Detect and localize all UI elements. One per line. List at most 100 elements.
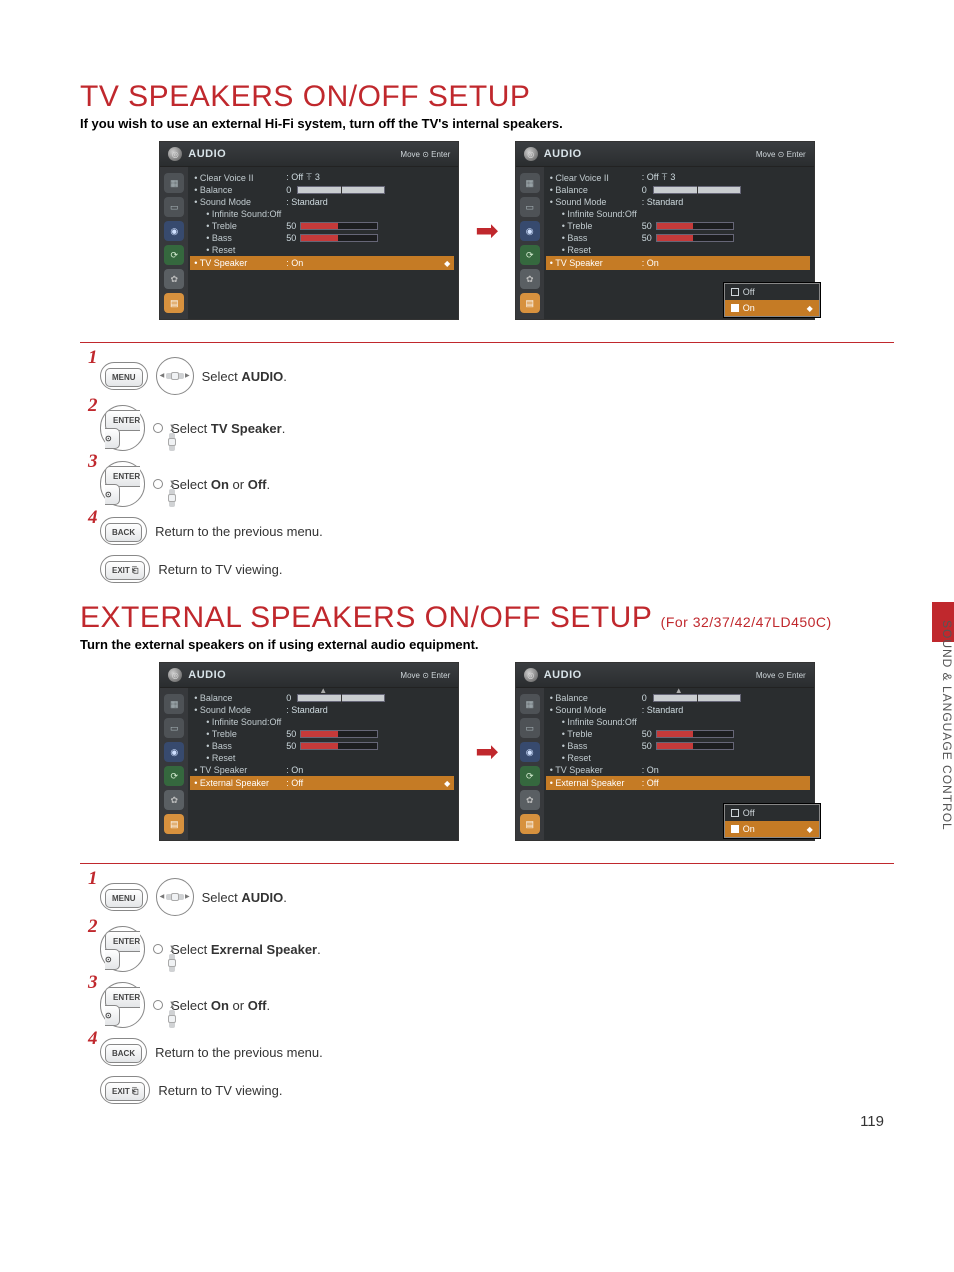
tab-icon: ▤ <box>520 814 540 834</box>
section1-steps: 1MENU◀▶Select AUDIO.2ENTER⊙▲▼Select TV S… <box>100 357 894 583</box>
osd-title: AUDIO <box>188 148 226 160</box>
osd-row: • Sound Mode: Standard <box>550 196 806 208</box>
osd-row: • Sound Mode: Standard <box>194 704 450 716</box>
osd-row: • Bass50 <box>550 232 806 244</box>
manual-page: TV SPEAKERS ON/OFF SETUP If you wish to … <box>0 0 954 1154</box>
osd-move-hint: Move ⊙ Enter <box>756 671 806 680</box>
instruction-step: 3ENTER⊙▲▼Select On or Off. <box>100 982 894 1028</box>
remote-button: ENTER⊙ <box>105 466 140 505</box>
osd-row: • Treble50 <box>194 220 450 232</box>
section1-subhead: If you wish to use an external Hi-Fi sys… <box>80 116 894 131</box>
dpad-icon: ◀▶ <box>161 362 189 390</box>
instruction-step: EXIT ⎗Return to TV viewing. <box>100 1076 894 1104</box>
osd-row: • TV Speaker: On◆ <box>190 256 454 270</box>
osd-title: AUDIO <box>544 669 582 681</box>
tab-icon: ⟳ <box>520 245 540 265</box>
remote-button: BACK <box>105 523 142 542</box>
step-text: Return to the previous menu. <box>155 1045 323 1060</box>
popup-option-off[interactable]: Off <box>725 805 819 821</box>
audio-icon: ◎ <box>168 147 182 161</box>
osd-row: • Treble50 <box>194 728 450 740</box>
remote-button: BACK <box>105 1044 142 1063</box>
tab-icon: ✿ <box>520 790 540 810</box>
osd-row: • Balance0 <box>550 692 806 704</box>
osd-row: • Treble50 <box>550 728 806 740</box>
instruction-step: 2ENTER⊙▲▼Select TV Speaker. <box>100 405 894 451</box>
step-text: Select On or Off. <box>171 477 270 492</box>
osd-row: • External Speaker: Off◆ <box>190 776 454 790</box>
tab-icon: ▦ <box>164 173 184 193</box>
tab-icon: ▤ <box>164 293 184 313</box>
audio-icon: ◎ <box>524 668 538 682</box>
instruction-step: 4BACKReturn to the previous menu. <box>100 1038 894 1066</box>
osd-move-hint: Move ⊙ Enter <box>756 150 806 159</box>
section2-subhead: Turn the external speakers on if using e… <box>80 637 894 652</box>
instruction-step: EXIT ⎗Return to TV viewing. <box>100 555 894 583</box>
tab-icon: ⟳ <box>164 766 184 786</box>
osd-row: • Bass50 <box>194 740 450 752</box>
tab-icon: ✿ <box>520 269 540 289</box>
tab-audio-icon: ◉ <box>164 221 184 241</box>
osd-row: • Clear Voice II: Off ꔉ 3 <box>194 171 450 184</box>
arrow-right-icon: ➡ <box>475 735 498 768</box>
osd-move-hint: Move ⊙ Enter <box>400 671 450 680</box>
step-text: Select AUDIO. <box>202 890 287 905</box>
step-text: Return to TV viewing. <box>158 1083 282 1098</box>
step-text: Select TV Speaker. <box>171 421 285 436</box>
remote-button: MENU <box>105 889 143 908</box>
tab-audio-icon: ◉ <box>164 742 184 762</box>
osd-row: • TV Speaker: On <box>194 764 450 776</box>
popup-option-off[interactable]: Off <box>725 284 819 300</box>
arrow-right-icon: ➡ <box>475 214 498 247</box>
osd-row: • Clear Voice II: Off ꔉ 3 <box>550 171 806 184</box>
step-text: Select AUDIO. <box>202 369 287 384</box>
instruction-step: 1MENU◀▶Select AUDIO. <box>100 878 894 916</box>
instruction-step: 4BACKReturn to the previous menu. <box>100 517 894 545</box>
osd-row: • TV Speaker: On <box>550 764 806 776</box>
instruction-step: 2ENTER⊙▲▼Select Exrernal Speaker. <box>100 926 894 972</box>
osd-panel-1b: ◎ AUDIO Move ⊙ Enter ▦ ▭ ◉ ⟳ ✿ ▤ Off On◆ <box>515 141 815 320</box>
tab-icon: ▭ <box>520 718 540 738</box>
divider <box>80 863 894 864</box>
tab-audio-icon: ◉ <box>520 742 540 762</box>
section2-steps: 1MENU◀▶Select AUDIO. 2ENTER⊙▲▼Select Exre… <box>100 878 894 1104</box>
tab-icon: ▦ <box>520 173 540 193</box>
divider <box>80 342 894 343</box>
osd-row: • Balance0 <box>194 692 450 704</box>
tab-icon: ▤ <box>164 814 184 834</box>
osd-row: • TV Speaker: On <box>546 256 810 270</box>
remote-button: MENU <box>105 368 143 387</box>
step-text: Return to the previous menu. <box>155 524 323 539</box>
section2-heading: EXTERNAL SPEAKERS ON/OFF SETUP (For 32/3… <box>80 601 894 635</box>
audio-icon: ◎ <box>524 147 538 161</box>
model-tag: (For 32/37/42/47LD450C) <box>661 614 832 630</box>
section1-heading: TV SPEAKERS ON/OFF SETUP <box>80 80 894 114</box>
remote-button: ENTER⊙ <box>105 931 140 970</box>
osd-row: • Reset <box>550 244 806 256</box>
step-text: Select Exrernal Speaker. <box>171 942 321 957</box>
osd-row: • Reset <box>194 752 450 764</box>
osd-move-hint: Move ⊙ Enter <box>400 150 450 159</box>
tab-icon: ▭ <box>520 197 540 217</box>
osd-row: • Infinite Sound:Off <box>194 208 450 220</box>
tab-icon: ▭ <box>164 197 184 217</box>
side-tab-label: SOUND & LANGUAGE CONTROL <box>940 620 954 831</box>
popup-option-on[interactable]: On◆ <box>725 821 819 837</box>
tab-icon: ▭ <box>164 718 184 738</box>
osd-row: • Sound Mode: Standard <box>194 196 450 208</box>
osd-row: • Treble50 <box>550 220 806 232</box>
remote-button: ENTER⊙ <box>105 410 140 449</box>
osd-row: • Reset <box>550 752 806 764</box>
step-text: Return to TV viewing. <box>158 562 282 577</box>
section2-panels: ◎ AUDIO Move ⊙ Enter ▦ ▭ ◉ ⟳ ✿ ▤ ▲• Bala… <box>80 662 894 841</box>
osd-row: • Bass50 <box>194 232 450 244</box>
osd-row: • Reset <box>194 244 450 256</box>
tab-icon: ✿ <box>164 269 184 289</box>
popup-option-on[interactable]: On◆ <box>725 300 819 316</box>
osd-row: • External Speaker: Off <box>546 776 810 790</box>
osd-panel-2a: ◎ AUDIO Move ⊙ Enter ▦ ▭ ◉ ⟳ ✿ ▤ ▲• Bala… <box>159 662 459 841</box>
tab-icon: ⟳ <box>164 245 184 265</box>
tab-icon: ▦ <box>164 694 184 714</box>
tab-audio-icon: ◉ <box>520 221 540 241</box>
tab-icon: ⟳ <box>520 766 540 786</box>
